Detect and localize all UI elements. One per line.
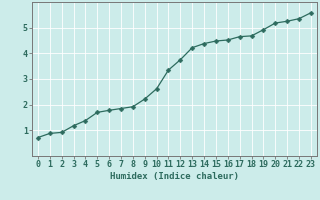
X-axis label: Humidex (Indice chaleur): Humidex (Indice chaleur): [110, 172, 239, 181]
